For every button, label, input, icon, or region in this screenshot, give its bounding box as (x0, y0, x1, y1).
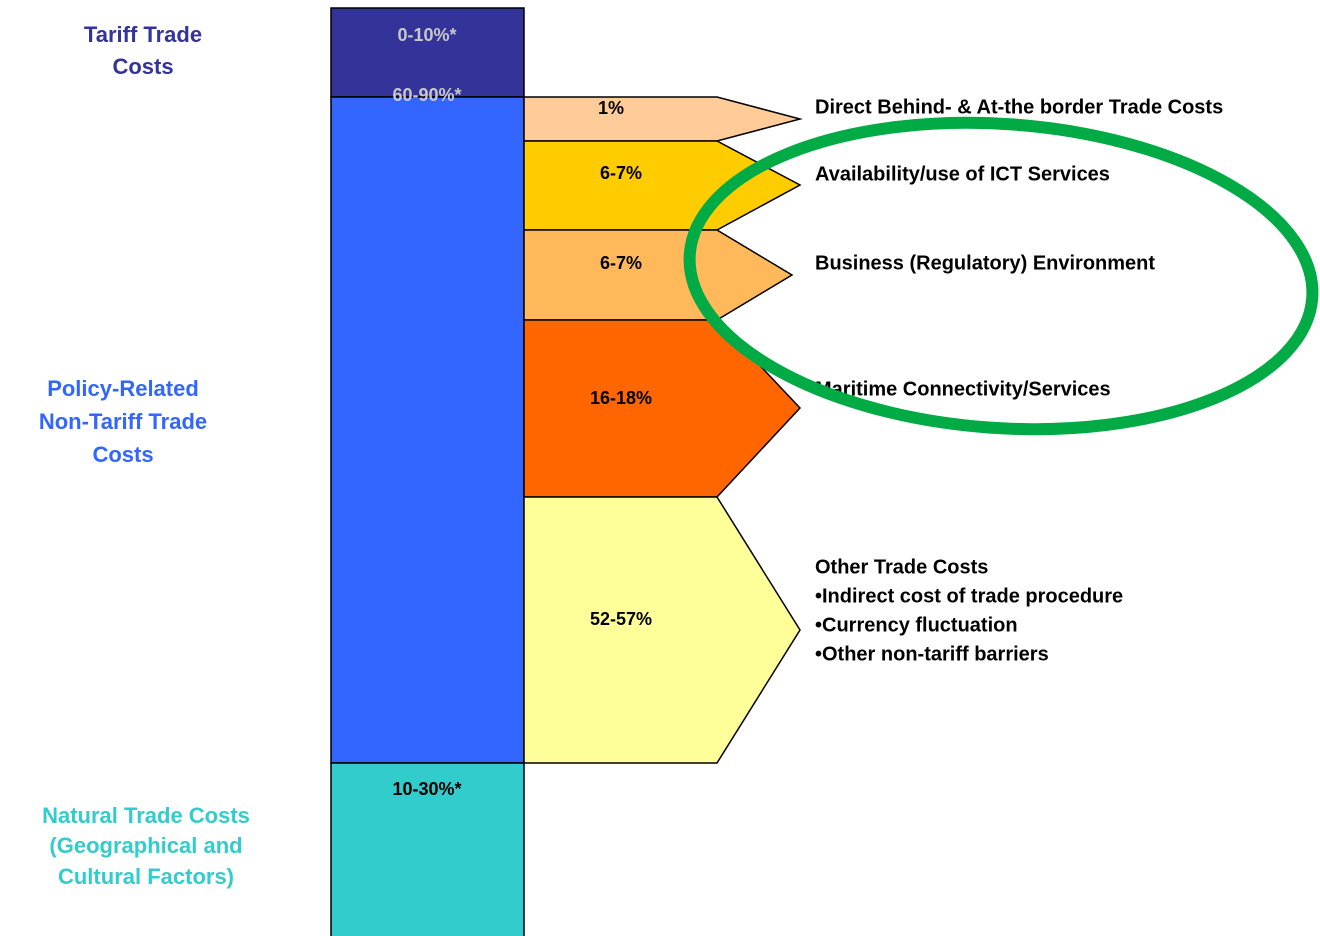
breakdown-label: 52-57% (590, 609, 652, 629)
breakdown: 1% 6-7% 6-7% 16-18% 52-57% (523, 96, 803, 764)
description-line: •Indirect cost of trade procedure (815, 585, 1123, 607)
policy-segment (330, 96, 525, 764)
left-label-line: Costs (92, 442, 153, 467)
breakdown-arrow (523, 140, 802, 231)
left-label-line: Tariff Trade (84, 22, 202, 47)
tariff-segment (330, 7, 525, 98)
breakdown-label: 16-18% (590, 388, 652, 408)
segment-label: 10-30%* (392, 779, 461, 799)
description-line: Other Trade Costs (815, 556, 988, 578)
left-label-line: Non-Tariff Trade (39, 409, 207, 434)
segment-label: 0-10%* (397, 25, 456, 45)
breakdown-arrow (523, 319, 802, 498)
left-labels: Tariff Trade Costs Policy-Related Non-Ta… (39, 22, 250, 889)
natural-segment (330, 762, 525, 936)
left-label-line: Natural Trade Costs (42, 803, 250, 828)
breakdown-arrow (523, 496, 801, 764)
left-label-line: (Geographical and (49, 833, 242, 858)
breakdown-arrow (523, 229, 794, 321)
left-label-line: Cultural Factors) (58, 864, 234, 889)
description-line: Maritime Connectivity/Services (815, 378, 1111, 400)
descriptions: Direct Behind- & At-the border Trade Cos… (815, 96, 1223, 665)
description-line: Business (Regulatory) Environment (815, 252, 1155, 274)
breakdown-label: 1% (598, 98, 624, 118)
breakdown-label: 6-7% (600, 163, 642, 183)
left-label-line: Costs (112, 54, 173, 79)
description-line: Availability/use of ICT Services (815, 163, 1110, 185)
description-line: •Other non-tariff barriers (815, 643, 1049, 665)
left-label-line: Policy-Related (47, 376, 199, 401)
description-line: Direct Behind- & At-the border Trade Cos… (815, 96, 1223, 118)
segment-label: 60-90%* (392, 85, 461, 105)
breakdown-arrow (523, 96, 803, 142)
main-bar: 0-10%* 60-90%* 10-30%* (330, 7, 525, 936)
description-line: •Currency fluctuation (815, 614, 1018, 636)
highlight-ellipse (683, 116, 1319, 436)
breakdown-label: 6-7% (600, 253, 642, 273)
